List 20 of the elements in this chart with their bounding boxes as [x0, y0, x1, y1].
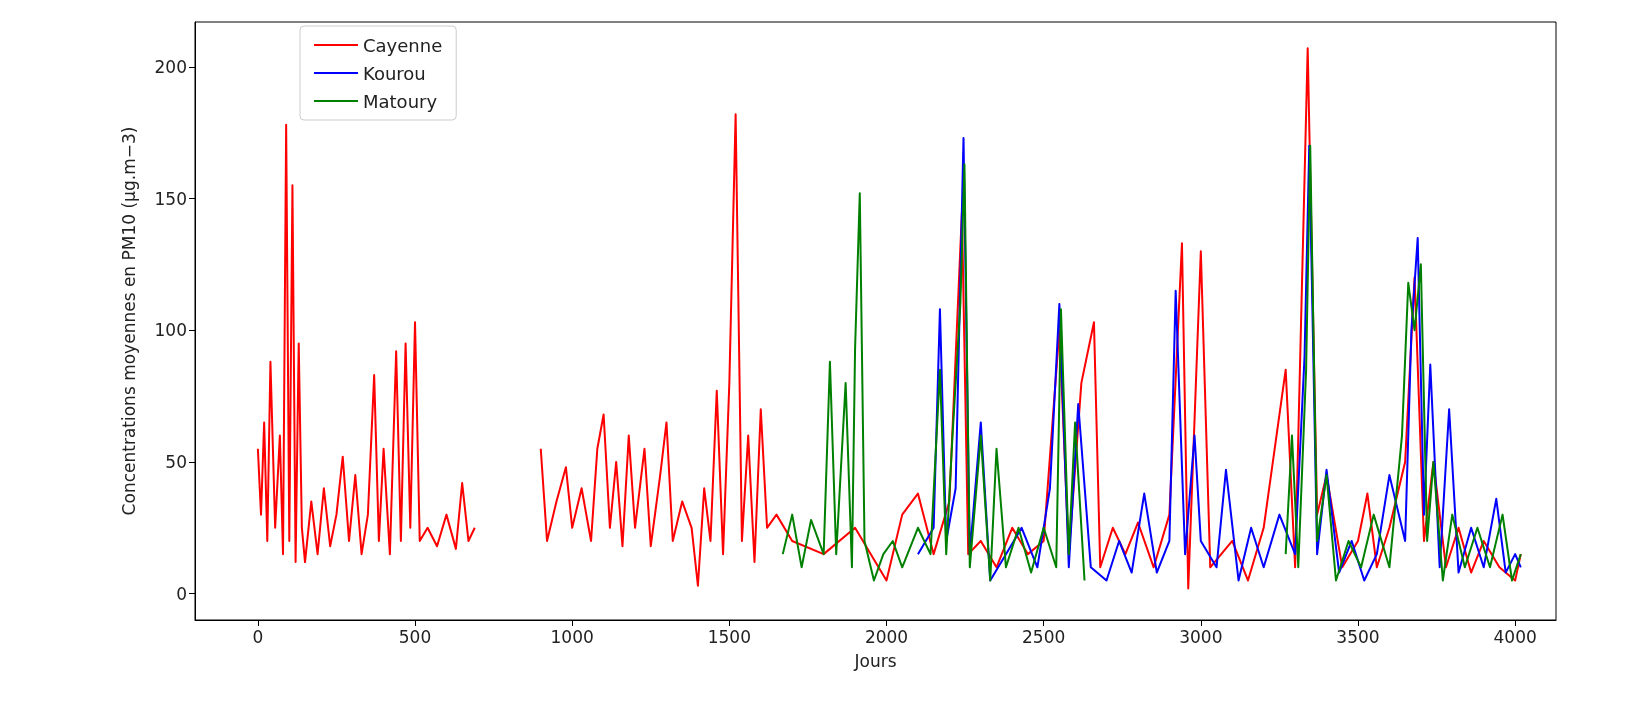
x-tick-label: 1000	[550, 626, 594, 647]
y-tick-label: 0	[176, 583, 187, 604]
legend-label: Cayenne	[363, 34, 443, 56]
y-tick-label: 200	[154, 56, 187, 77]
y-tick-label: 50	[165, 451, 187, 472]
x-axis-title: Jours	[853, 650, 897, 671]
line-series	[916, 136, 1522, 582]
x-tick-label: 3000	[1179, 626, 1223, 647]
legend-label: Kourou	[363, 62, 426, 84]
y-tick-label: 150	[154, 188, 187, 209]
x-tick-label: 3500	[1336, 626, 1380, 647]
x-tick-label: 2000	[864, 626, 909, 647]
y-tick-label: 100	[154, 320, 187, 341]
x-tick-label: 1500	[707, 626, 751, 647]
x-tick-label: 0	[252, 626, 264, 647]
x-tick-label: 2500	[1022, 626, 1066, 647]
x-tick-label: 500	[398, 626, 432, 647]
legend-label: Matoury	[363, 90, 438, 112]
x-tick-label: 4000	[1493, 626, 1537, 647]
y-axis-title: Concentrations moyennes en PM10 (µg.m−3)	[118, 126, 139, 516]
